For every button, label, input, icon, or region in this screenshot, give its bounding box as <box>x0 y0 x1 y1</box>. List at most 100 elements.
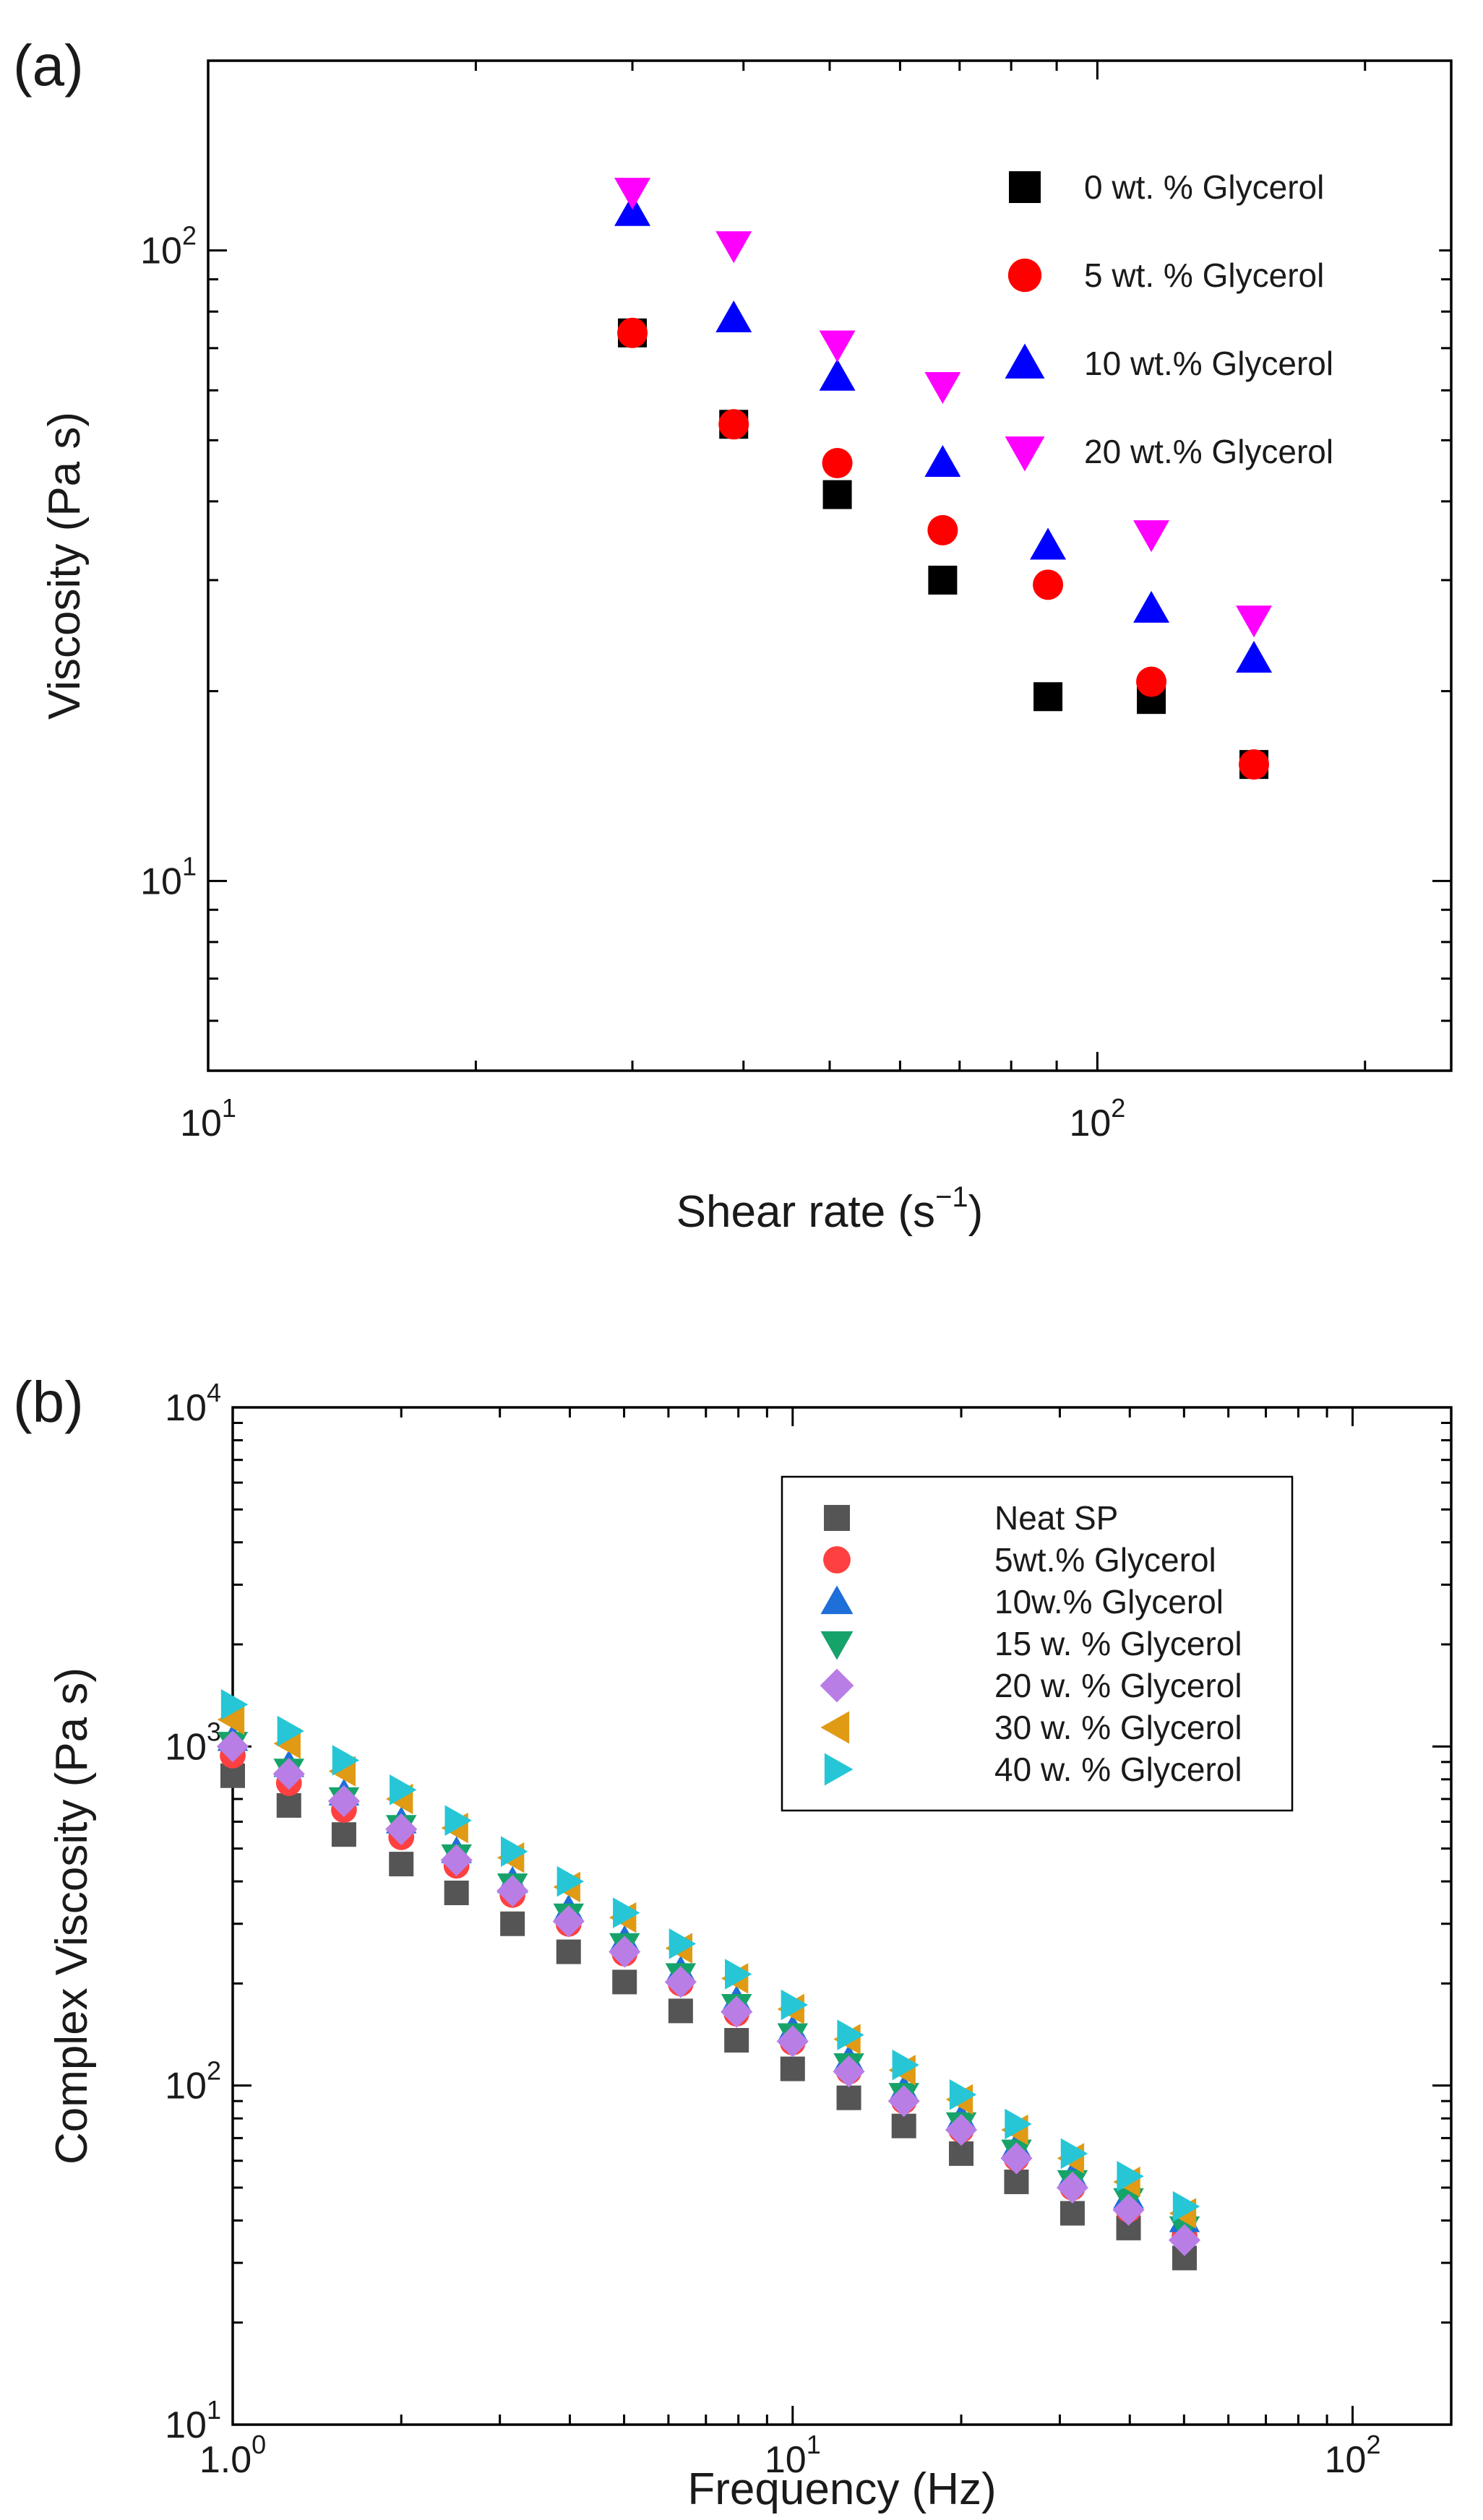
tick-label-exponent: 1 <box>222 1093 236 1123</box>
data-point-40-w-glycerol <box>781 1989 809 2021</box>
data-point-20-wt-glycerol <box>924 372 961 405</box>
data-point-20-w-glycerol <box>1168 2224 1201 2256</box>
data-point-neat-sp <box>331 1822 356 1847</box>
data-point-40-w-glycerol <box>892 2049 919 2081</box>
tick-label-exponent: 1 <box>807 2430 821 2459</box>
tick-label-exponent: 2 <box>1111 1093 1125 1123</box>
data-point-20-w-glycerol <box>721 1995 753 2028</box>
x-tick-label-10: 101 <box>765 2430 821 2481</box>
panel-label: (a) <box>13 33 84 98</box>
x-axis-title-close: ) <box>968 1187 984 1237</box>
legend-marker-10-wt-glycerol <box>1005 343 1045 379</box>
legend-marker-neat-sp <box>824 1505 850 1531</box>
data-point-10-wt-glycerol <box>1236 640 1273 673</box>
x-tick-label-10: 101 <box>180 1093 236 1144</box>
legend-label-40-w-glycerol: 40 w. % Glycerol <box>994 1751 1242 1788</box>
legend: Neat SP 5wt.% Glycerol 10w.% Glycerol 15 w.… <box>781 1475 1294 1812</box>
legend-label-15-w-glycerol: 15 w. % Glycerol <box>994 1625 1242 1662</box>
data-point-10-wt-glycerol <box>1030 527 1067 560</box>
data-point-10-wt-glycerol <box>614 194 651 226</box>
data-point-5-wt-glycerol <box>1033 569 1064 600</box>
tick-label-base: 1.0 <box>199 2439 252 2481</box>
tick-label-base: 10 <box>765 2439 807 2481</box>
data-point-neat-sp <box>668 1998 693 2024</box>
tick-label-base: 10 <box>1325 2439 1367 2481</box>
data-point-20-w-glycerol <box>945 2113 978 2146</box>
legend-marker-5wt-glycerol <box>823 1546 851 1574</box>
data-point-20-wt-glycerol <box>614 178 651 210</box>
data-point-0-wt-glycerol <box>1033 682 1063 712</box>
data-point-neat-sp <box>389 1852 414 1877</box>
data-point-10-wt-glycerol <box>715 300 752 332</box>
data-point-30-w-glycerol <box>217 1704 245 1735</box>
series-20-w-glycerol <box>216 1730 1201 2256</box>
data-point-20-w-glycerol <box>1056 2171 1089 2204</box>
data-point-20-w-glycerol <box>497 1875 529 1907</box>
data-point-20-w-glycerol <box>1000 2142 1033 2175</box>
data-point-20-w-glycerol <box>664 1966 697 1998</box>
data-point-40-w-glycerol <box>1117 2161 1144 2192</box>
data-point-40-w-glycerol <box>1172 2191 1200 2222</box>
data-point-5-wt-glycerol <box>927 514 958 545</box>
data-point-40-w-glycerol <box>390 1774 417 1805</box>
tick-label-base: 10 <box>165 2404 207 2446</box>
tick-label-exponent: 2 <box>182 221 197 251</box>
legend-label-20-w-glycerol: 20 w. % Glycerol <box>994 1667 1242 1704</box>
y-tick-label-10: 101 <box>140 851 197 902</box>
data-point-40-w-glycerol <box>556 1865 585 1897</box>
legend-marker-10w-glycerol <box>820 1585 854 1615</box>
data-points <box>614 178 1273 780</box>
data-point-20-wt-glycerol <box>715 231 752 264</box>
data-point-10-wt-glycerol <box>924 444 961 477</box>
data-point-5-wt-glycerol <box>617 317 648 348</box>
axis-ticks <box>207 59 1451 1072</box>
tick-label-exponent: 0 <box>252 2430 266 2459</box>
plot-frame <box>207 59 1453 1072</box>
data-point-40-w-glycerol <box>837 2019 864 2050</box>
data-point-20-w-glycerol <box>440 1844 473 1876</box>
series-5-wt-glycerol <box>617 317 1270 780</box>
x-axis-title-text: Shear rate (s <box>676 1187 935 1237</box>
tick-label-base: 10 <box>165 1387 207 1429</box>
axis-ticks <box>231 1406 1451 2426</box>
data-point-20-w-glycerol <box>385 1813 418 1846</box>
data-point-5-wt-glycerol <box>718 409 749 440</box>
data-point-40-w-glycerol <box>332 1745 360 1776</box>
y-axis-title: Viscosity (Pa s) <box>40 412 90 720</box>
data-point-20-w-glycerol <box>1112 2193 1145 2226</box>
series-10-wt-glycerol <box>614 194 1273 673</box>
legend-label-10-wt-glycerol: 10 wt.% Glycerol <box>1084 345 1333 382</box>
data-point-5-wt-glycerol <box>1136 666 1167 697</box>
data-point-20-w-glycerol <box>833 2055 865 2088</box>
data-point-neat-sp <box>891 2113 916 2139</box>
y-tick-label-1000: 103 <box>165 1717 221 1768</box>
data-point-0-wt-glycerol <box>822 480 852 509</box>
legend-marker-5-wt-glycerol <box>1007 258 1042 293</box>
data-point-40-w-glycerol <box>277 1715 305 1747</box>
legend-marker-0-wt-glycerol <box>1009 171 1041 203</box>
data-point-neat-sp <box>444 1880 469 1905</box>
legend-label-5-wt-glycerol: 5 wt. % Glycerol <box>1084 256 1324 294</box>
tick-label-base: 10 <box>165 1726 207 1768</box>
legend-marker-30-w-glycerol <box>820 1711 850 1744</box>
tick-label-base: 10 <box>180 1102 222 1144</box>
data-point-5-wt-glycerol <box>1239 749 1270 780</box>
x-tick-label-100: 102 <box>1325 2430 1381 2481</box>
y-tick-label-10: 101 <box>165 2395 221 2446</box>
legend-label-5wt-glycerol: 5wt.% Glycerol <box>994 1541 1216 1579</box>
tick-label-base: 10 <box>140 860 182 902</box>
y-tick-label-100: 102 <box>165 2056 221 2107</box>
data-point-40-w-glycerol <box>669 1928 697 1959</box>
tick-label-exponent: 3 <box>207 1717 221 1746</box>
data-point-neat-sp <box>612 1969 637 1995</box>
data-point-20-w-glycerol <box>776 2025 809 2058</box>
data-point-20-w-glycerol <box>552 1905 585 1938</box>
legend-marker-15-w-glycerol <box>820 1631 854 1660</box>
data-point-neat-sp <box>724 2027 749 2053</box>
legend-box <box>781 1475 1294 1812</box>
data-point-40-w-glycerol <box>444 1805 472 1837</box>
x-axis-title-text: Frequency (Hz) <box>687 2464 996 2514</box>
legend-label-10w-glycerol: 10w.% Glycerol <box>994 1583 1224 1621</box>
